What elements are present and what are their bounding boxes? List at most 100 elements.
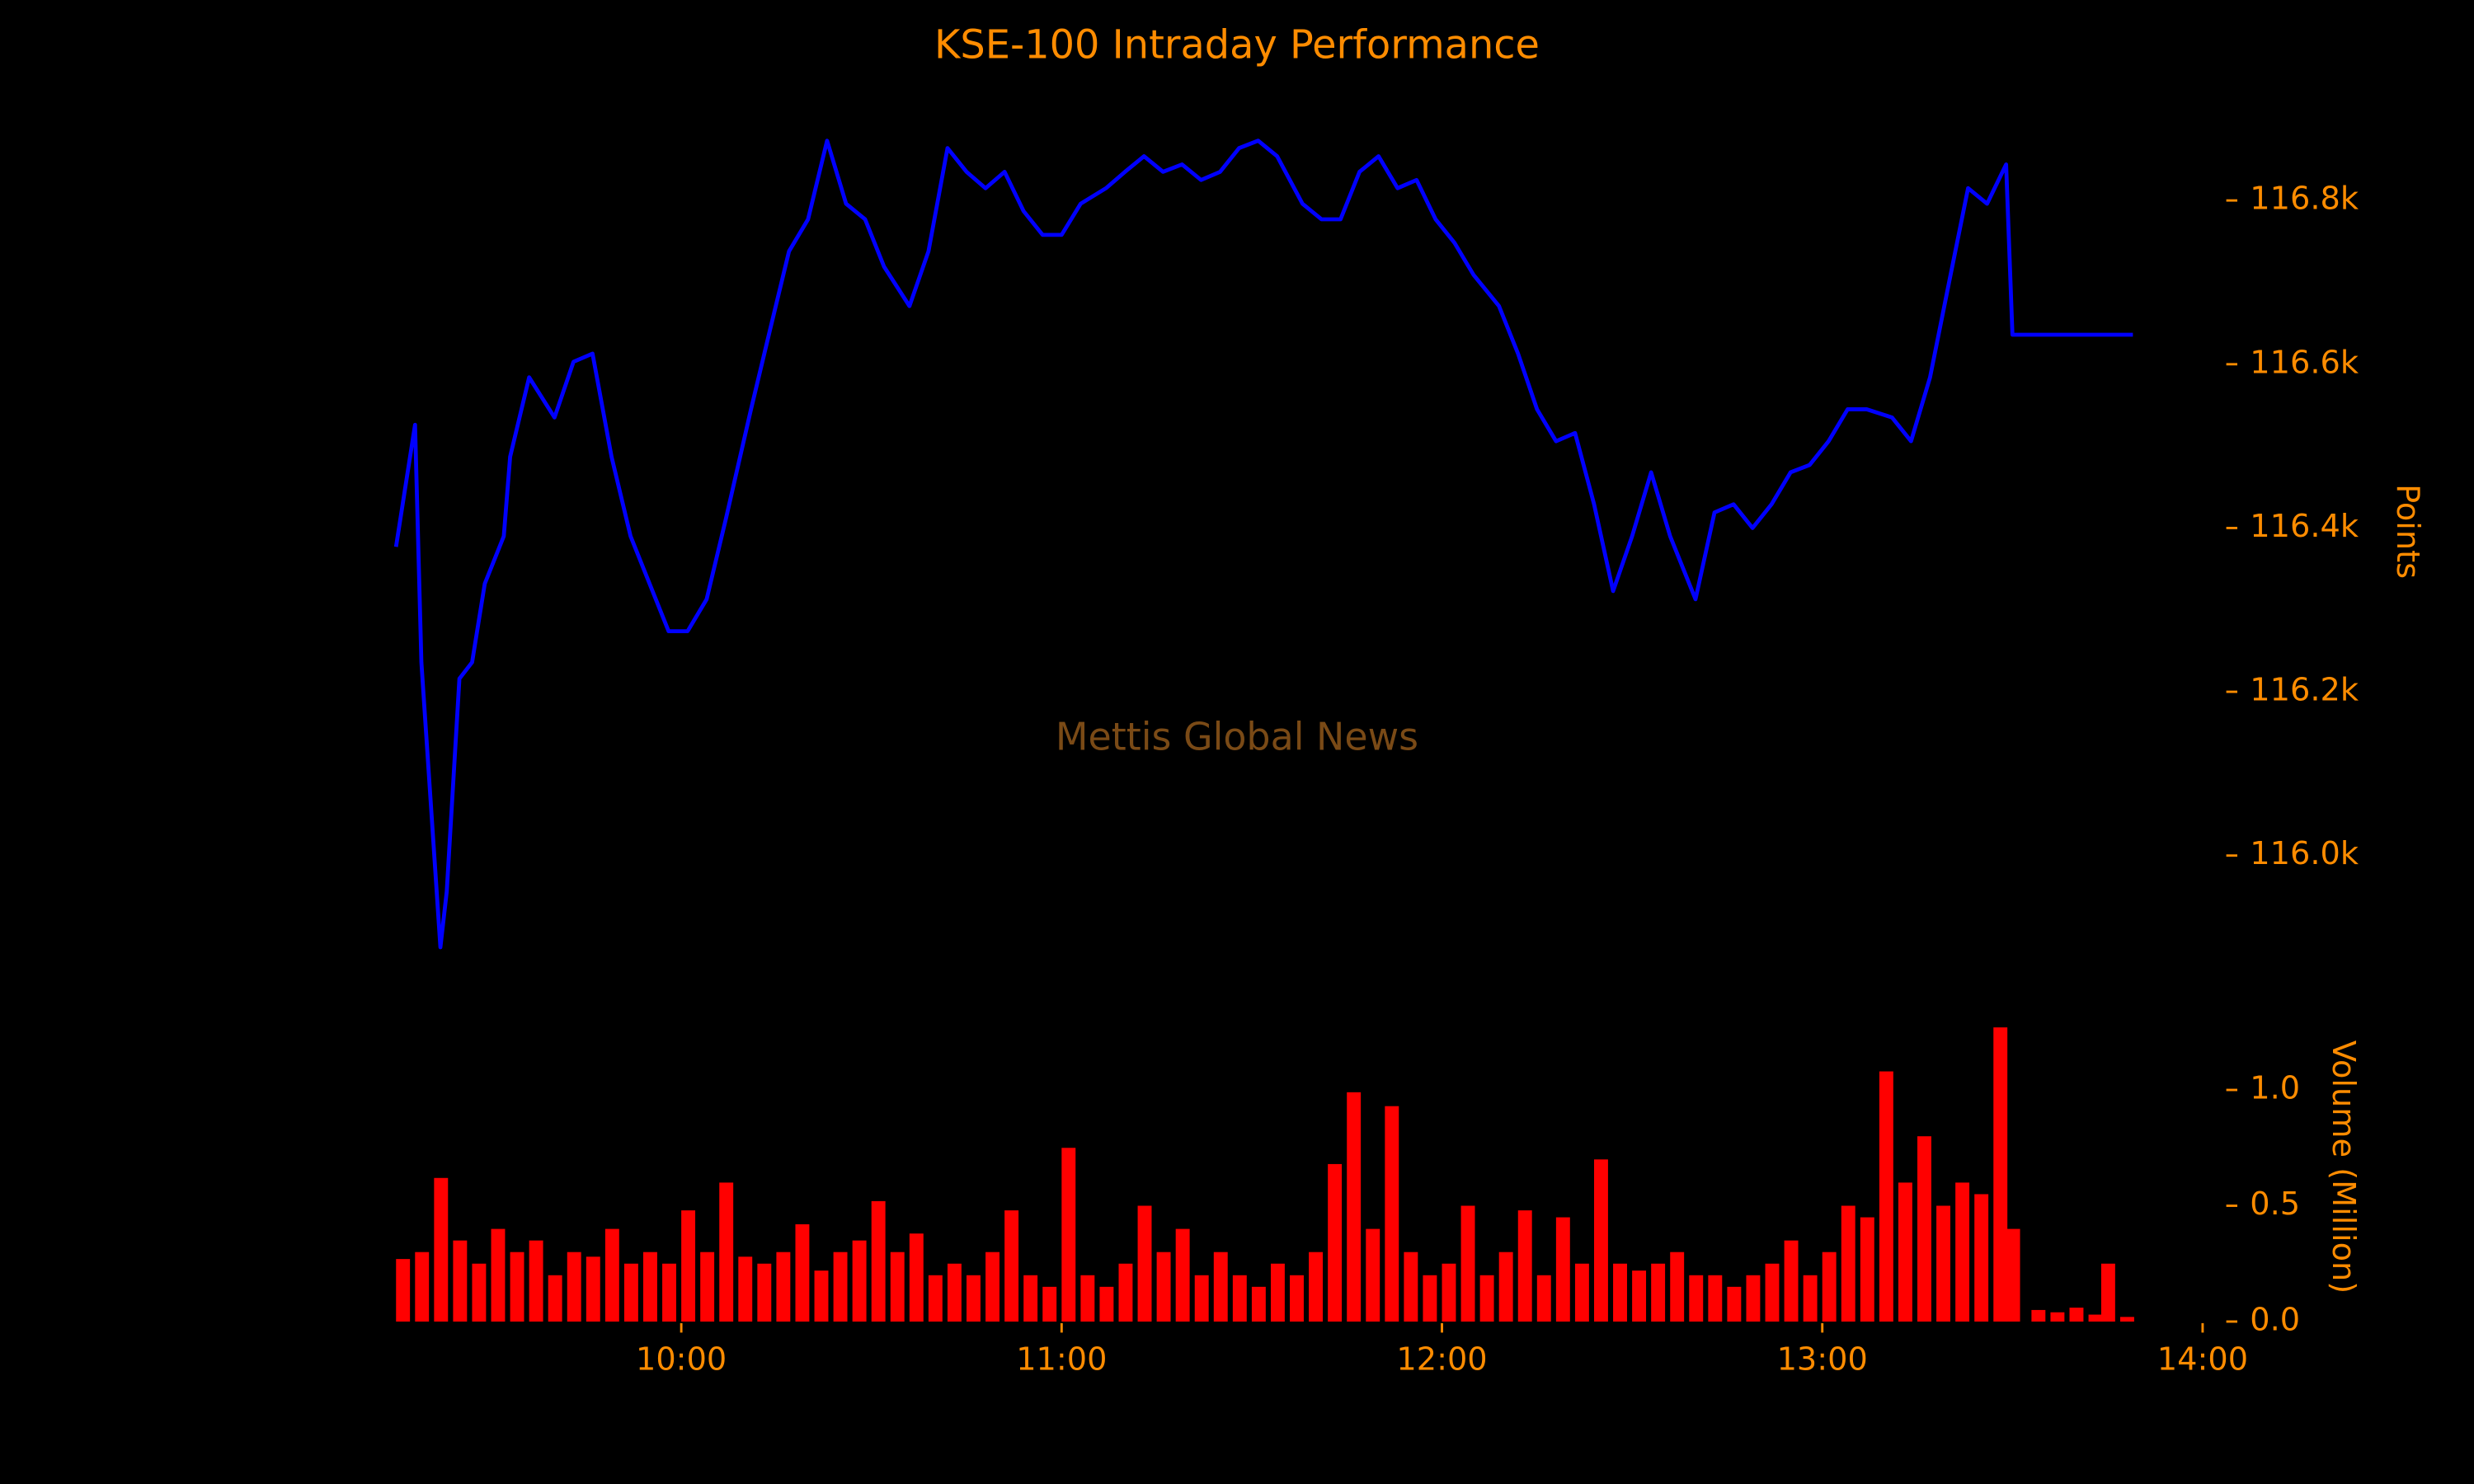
x-tick-label: 12:00 [1396, 1341, 1487, 1378]
volume-bar [1328, 1163, 1343, 1322]
volume-bar [2069, 1308, 2084, 1322]
volume-bar [434, 1177, 449, 1322]
volume-bar [453, 1240, 468, 1322]
volume-bar [1727, 1286, 1742, 1322]
volume-bar [415, 1252, 430, 1322]
volume-bar [1879, 1071, 1893, 1322]
volume-bar [928, 1275, 943, 1322]
volume-bar [1479, 1275, 1494, 1322]
chart-title: KSE-100 Intraday Performance [934, 22, 1540, 68]
volume-bar [1765, 1263, 1780, 1322]
volume-bar [1689, 1275, 1704, 1322]
watermark: Mettis Global News [1056, 715, 1418, 759]
volume-bar [1574, 1263, 1589, 1322]
volume-bar [1517, 1210, 1532, 1322]
volume-bar [1898, 1182, 1912, 1322]
x-tick-label: 14:00 [2157, 1341, 2248, 1378]
y-tick-label: 116.4k [2250, 508, 2359, 545]
volume-bar [1290, 1275, 1304, 1322]
volume-bar [1156, 1252, 1171, 1322]
y-tick-label: 116.2k [2250, 672, 2359, 709]
volume-bar [700, 1252, 715, 1322]
volume-bar [548, 1275, 562, 1322]
y-tick-label: 0.5 [2250, 1186, 2300, 1223]
volume-bar [814, 1270, 829, 1322]
volume-bar [1498, 1252, 1513, 1322]
y-tick-label: 116.8k [2250, 181, 2359, 218]
volume-bar [1023, 1275, 1038, 1322]
volume-bar [890, 1252, 905, 1322]
volume-bar [852, 1240, 867, 1322]
volume-bar [529, 1240, 543, 1322]
volume-bar [1974, 1194, 1989, 1322]
volume-bar [947, 1263, 962, 1322]
volume-bar [1917, 1136, 1931, 1322]
volume-bar [833, 1252, 848, 1322]
volume-bar [1955, 1182, 1970, 1322]
volume-bar [1061, 1148, 1076, 1322]
volume-bar [2050, 1312, 2065, 1322]
volume-bar [1347, 1092, 1362, 1322]
y-tick-label: 116.0k [2250, 835, 2359, 872]
volume-bar [1613, 1263, 1627, 1322]
volume-bar [909, 1233, 924, 1322]
volume-bar [985, 1252, 999, 1322]
volume-bar [738, 1256, 753, 1322]
volume-bar [472, 1263, 487, 1322]
volume-bar [491, 1228, 506, 1322]
volume-bar [1137, 1205, 1152, 1322]
volume-bar [1822, 1252, 1837, 1322]
volume-bar [1993, 1027, 2008, 1322]
volume-bar [776, 1252, 791, 1322]
volume-bar [967, 1275, 981, 1322]
volume-bar [1213, 1252, 1228, 1322]
volume-bar [586, 1256, 600, 1322]
volume-bar [681, 1210, 696, 1322]
y-axis-label: Volume (Million) [2325, 1040, 2362, 1294]
volume-bar [623, 1263, 638, 1322]
volume-bar [1670, 1252, 1685, 1322]
volume-bar [1442, 1263, 1456, 1322]
volume-bar [662, 1263, 676, 1322]
volume-bar [1309, 1252, 1324, 1322]
volume-bar [1251, 1286, 1266, 1322]
volume-bar [1118, 1263, 1133, 1322]
volume-bar [510, 1252, 524, 1322]
volume-bar [1594, 1159, 1608, 1322]
volume-bar [1536, 1275, 1551, 1322]
price-line [393, 139, 2133, 950]
volume-bar [2100, 1263, 2115, 1322]
y-tick-label: 1.0 [2250, 1070, 2300, 1107]
volume-bar [871, 1200, 886, 1322]
x-tick-label: 11:00 [1016, 1341, 1107, 1378]
volume-bar [1385, 1106, 1399, 1322]
volume-bar [1784, 1240, 1799, 1322]
volume-bar [1042, 1286, 1057, 1322]
volume-bar [2031, 1309, 2046, 1322]
volume-bar [1270, 1263, 1285, 1322]
volume-bar [1632, 1270, 1647, 1322]
volume-bar [1404, 1252, 1418, 1322]
volume-bar [1651, 1263, 1666, 1322]
volume-bar [1708, 1275, 1723, 1322]
volume-bar [1423, 1275, 1437, 1322]
y-tick-label: 0.0 [2250, 1301, 2300, 1338]
y-axis-label: Points [2389, 484, 2426, 579]
volume-bar [2119, 1317, 2134, 1322]
volume-bar [1366, 1228, 1380, 1322]
volume-bar [2088, 1314, 2103, 1322]
volume-bar [1232, 1275, 1247, 1322]
volume-bar [757, 1263, 772, 1322]
volume-bar [1860, 1217, 1874, 1322]
volume-bar [1099, 1286, 1114, 1322]
volume-bar [795, 1223, 810, 1322]
volume-bar [643, 1252, 657, 1322]
volume-bar [1841, 1205, 1856, 1322]
volume-bar [2006, 1228, 2020, 1322]
volume-bar [396, 1259, 411, 1322]
volume-bar [604, 1228, 619, 1322]
volume-bar [1803, 1275, 1818, 1322]
volume-bar [1936, 1205, 1950, 1322]
